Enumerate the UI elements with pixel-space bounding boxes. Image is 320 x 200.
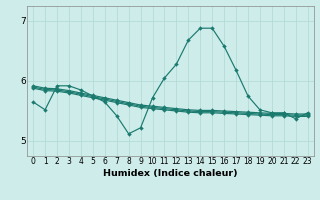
X-axis label: Humidex (Indice chaleur): Humidex (Indice chaleur) [103, 169, 238, 178]
